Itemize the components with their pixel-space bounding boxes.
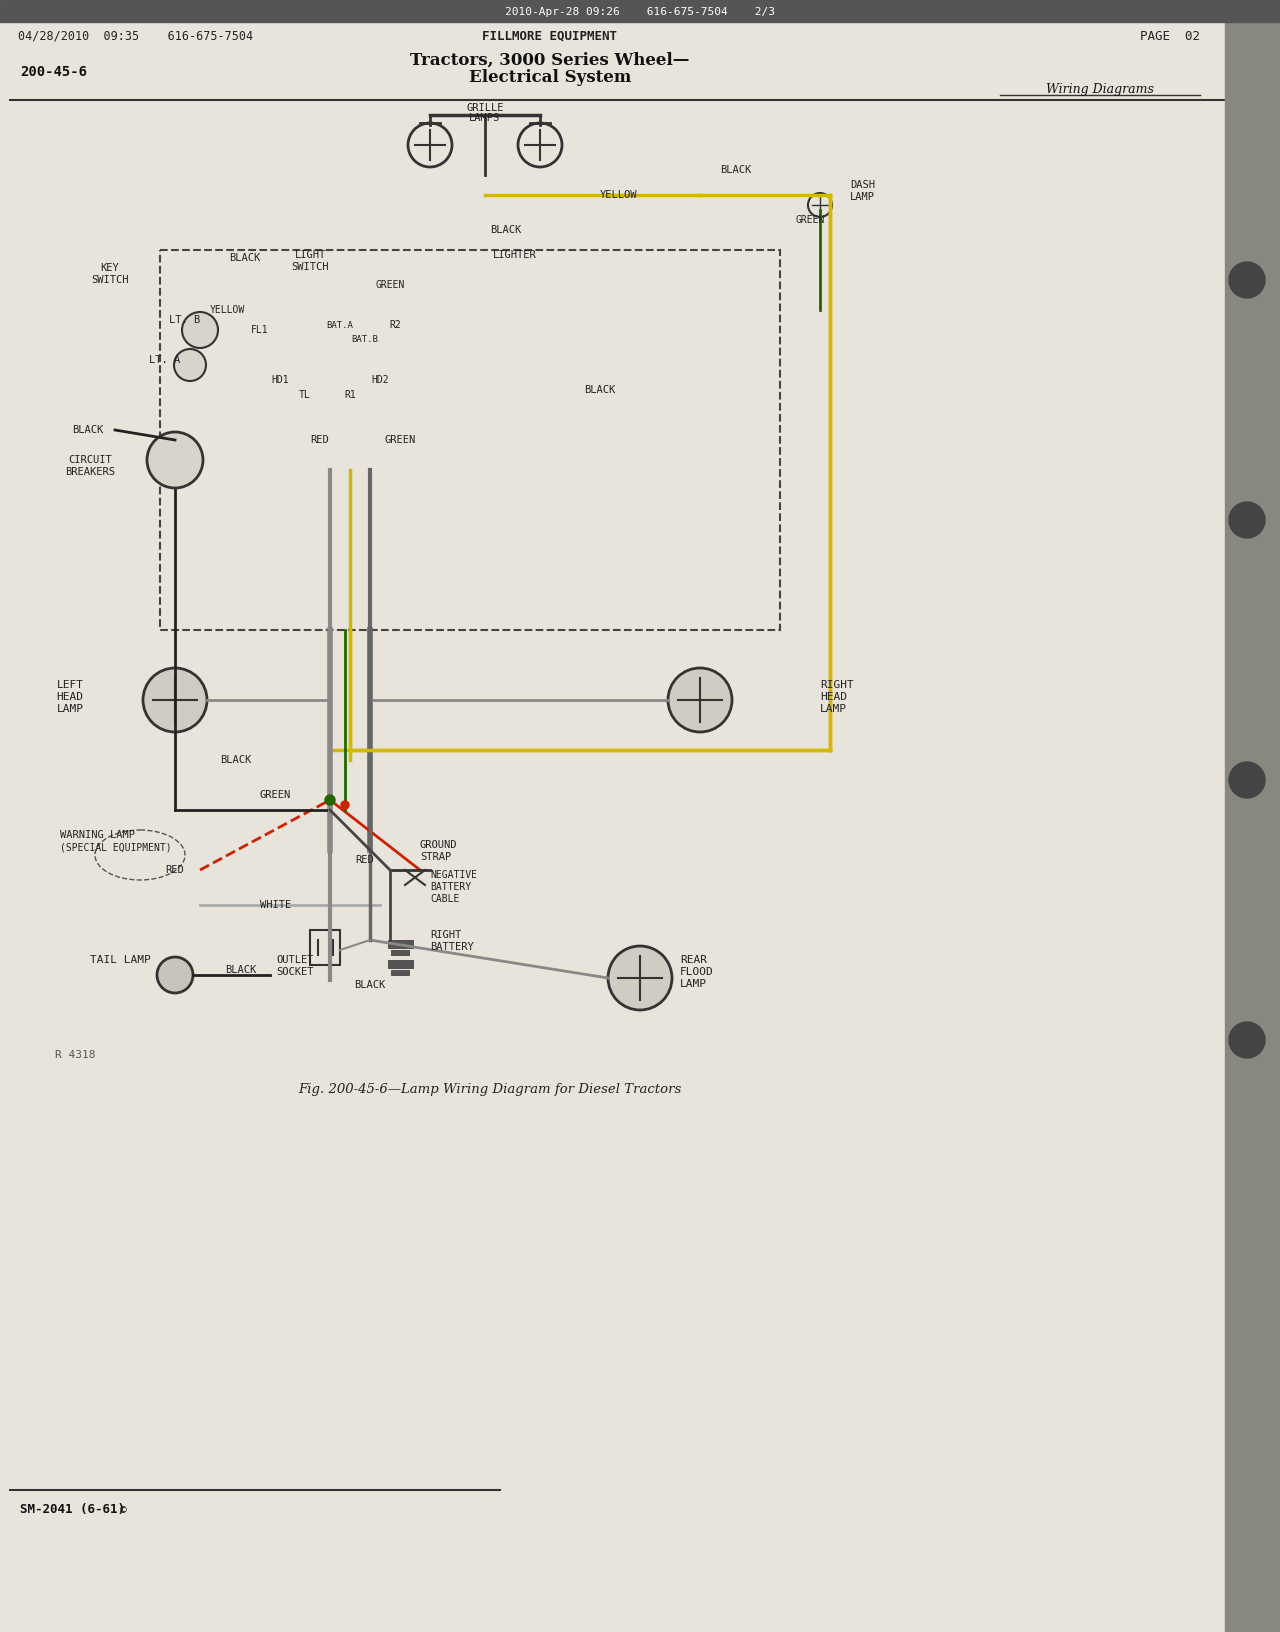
Circle shape [668,667,732,733]
Text: BLACK: BLACK [585,385,616,395]
Circle shape [608,947,672,1010]
Text: FL1: FL1 [251,325,269,335]
Text: GREEN: GREEN [375,281,404,290]
Text: PAGE  02: PAGE 02 [1140,29,1201,42]
Circle shape [147,432,204,488]
Bar [390,950,410,955]
Text: CIRCUIT: CIRCUIT [68,455,111,465]
Text: LAMP: LAMP [820,703,847,715]
Text: Tractors, 3000 Series Wheel—: Tractors, 3000 Series Wheel— [411,52,690,69]
Bar [1225,0,1280,1632]
Text: LIGHTER: LIGHTER [493,250,536,259]
Text: TAIL LAMP: TAIL LAMP [90,955,151,965]
Text: SOCKET: SOCKET [276,968,314,978]
Text: HD2: HD2 [371,375,389,385]
Text: GREEN: GREEN [260,790,292,800]
Text: BATTERY: BATTERY [430,881,471,893]
Text: GROUND: GROUND [420,840,457,850]
Text: 2010-Apr-28 09:26    616-675-7504    2/3: 2010-Apr-28 09:26 616-675-7504 2/3 [506,7,774,16]
Bar [310,930,340,965]
Text: R 4318: R 4318 [55,1049,96,1061]
Text: NEGATIVE: NEGATIVE [430,870,477,880]
Text: RIGHT: RIGHT [820,681,854,690]
Text: Fig. 200-45-6—Lamp Wiring Diagram for Diesel Tractors: Fig. 200-45-6—Lamp Wiring Diagram for Di… [298,1084,682,1097]
Bar [388,960,413,968]
Text: LT. B: LT. B [169,315,201,325]
Circle shape [1229,503,1265,539]
Text: CABLE: CABLE [430,894,460,904]
Text: BAT.B: BAT.B [352,336,379,344]
Text: BLACK: BLACK [229,253,261,263]
Text: LT. A: LT. A [150,356,180,366]
Circle shape [1229,263,1265,299]
Text: BLACK: BLACK [490,225,521,235]
Text: BREAKERS: BREAKERS [65,467,115,477]
Bar [388,940,413,948]
Text: ©: © [120,1505,127,1514]
Text: LAMPS: LAMPS [470,113,500,122]
Bar [390,969,410,974]
Text: BLACK: BLACK [220,756,251,765]
Circle shape [1229,1022,1265,1058]
Text: HEAD: HEAD [56,692,83,702]
Circle shape [1229,762,1265,798]
Text: BATTERY: BATTERY [430,942,474,951]
Text: SWITCH: SWITCH [292,263,329,273]
Text: GREEN: GREEN [795,215,824,225]
Text: REAR: REAR [680,955,707,965]
Text: KEY: KEY [101,263,119,273]
Circle shape [157,956,193,992]
Text: GREEN: GREEN [384,436,416,446]
Text: R1: R1 [344,390,356,400]
Text: BLACK: BLACK [719,165,751,175]
Text: LEFT: LEFT [56,681,83,690]
Text: YELLOW: YELLOW [210,305,246,315]
Text: RED: RED [355,855,374,865]
Text: GRILLE: GRILLE [466,103,504,113]
Text: Wiring Diagrams: Wiring Diagrams [1046,83,1155,96]
Circle shape [340,801,349,809]
Text: SM-2041 (6-61): SM-2041 (6-61) [20,1503,125,1516]
Text: LIGHT: LIGHT [294,250,325,259]
Text: LAMP: LAMP [680,979,707,989]
Text: BLACK: BLACK [73,424,104,436]
Text: HD1: HD1 [271,375,289,385]
Text: LAMP: LAMP [56,703,83,715]
Text: TL: TL [300,390,311,400]
Text: BAT.A: BAT.A [326,320,353,330]
Circle shape [182,312,218,348]
Text: FILLMORE EQUIPMENT: FILLMORE EQUIPMENT [483,29,617,42]
Text: SWITCH: SWITCH [91,276,129,286]
Text: Electrical System: Electrical System [468,70,631,86]
Circle shape [325,795,335,805]
Text: RED: RED [165,865,184,875]
Text: STRAP: STRAP [420,852,452,862]
Text: DASH: DASH [850,180,876,189]
Bar [0,0,1280,21]
Text: R2: R2 [389,320,401,330]
Bar [160,250,780,630]
Text: BLACK: BLACK [355,979,385,991]
Text: OUTLET: OUTLET [276,955,314,965]
Text: YELLOW: YELLOW [600,189,637,201]
Circle shape [143,667,207,733]
Text: BLACK: BLACK [225,965,256,974]
Text: 200-45-6: 200-45-6 [20,65,87,78]
Text: (SPECIAL EQUIPMENT): (SPECIAL EQUIPMENT) [60,842,172,852]
Text: RIGHT: RIGHT [430,930,461,940]
Text: 04/28/2010  09:35    616-675-7504: 04/28/2010 09:35 616-675-7504 [18,29,253,42]
Text: LAMP: LAMP [850,193,876,202]
Text: RED: RED [311,436,329,446]
Text: WARNING LAMP: WARNING LAMP [60,831,134,840]
Text: FLOOD: FLOOD [680,968,714,978]
Text: HEAD: HEAD [820,692,847,702]
Circle shape [174,349,206,380]
Text: WHITE: WHITE [260,899,292,911]
